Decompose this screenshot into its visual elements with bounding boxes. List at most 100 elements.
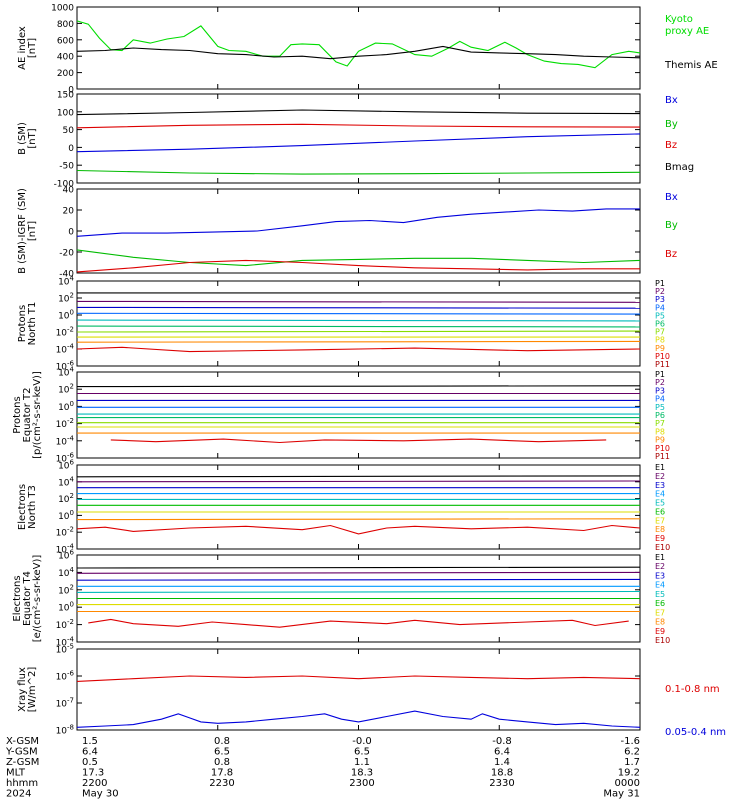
panel-1: 1000 800 600 400 200 0 AE index[nT] Kyotoproxy …	[17, 4, 718, 96]
y-tick-label: 40	[63, 186, 75, 196]
legend-item: By	[665, 220, 678, 231]
ephemeris-value: May 30	[82, 789, 119, 800]
series-line	[76, 340, 641, 343]
y-tick-label: 10-6	[56, 670, 75, 683]
legend-item: Bz	[665, 249, 677, 260]
y-axis-label: Xray flux[W/m^2]	[17, 667, 38, 713]
y-tick-label: 100	[58, 309, 74, 322]
ephemeris-value: 2300	[349, 778, 374, 789]
ephemeris-value: 0.8	[214, 757, 230, 768]
series-line	[76, 325, 641, 328]
ephemeris-value: 6.5	[354, 747, 370, 758]
panel-4: 104 102 100 10-2 10-4 10-6 ProtonsNorth T1 P1P2…	[17, 275, 670, 373]
legend-item: P5	[655, 311, 665, 320]
ephemeris-value: 18.8	[491, 768, 513, 779]
y-tick-label: 106	[58, 549, 74, 562]
legend-item: Bmag	[665, 162, 694, 173]
ephemeris-value: 19.2	[618, 768, 640, 779]
legend-item: E3	[655, 481, 665, 490]
legend-item: E6	[655, 507, 665, 516]
y-tick-label: 0	[68, 228, 74, 238]
y-tick-label: 10-2	[56, 326, 74, 339]
legend-item: P9	[655, 344, 665, 353]
legend-item: E1	[655, 553, 665, 562]
ephemeris-value: 6.5	[214, 747, 230, 758]
y-tick-label: 10-5	[56, 643, 74, 656]
ephemeris-table: X-GSMY-GSMZ-GSMMLThhmm20241.56.40.517.32…	[5, 736, 640, 800]
series-line	[76, 109, 641, 116]
y-tick-label: 104	[58, 275, 74, 288]
legend-item: P2	[655, 287, 665, 296]
panel-frame	[76, 93, 641, 184]
series-line	[76, 123, 641, 129]
y-tick-label: 100	[58, 400, 74, 413]
legend-item: P6	[655, 411, 665, 420]
y-tick-label: 104	[58, 475, 74, 488]
y-tick-label: -100	[54, 180, 75, 190]
series-line	[110, 438, 607, 444]
panel-frame	[76, 371, 641, 459]
series-line	[76, 480, 641, 483]
y-tick-label: 10-4	[56, 343, 75, 356]
legend-item: P8	[655, 336, 665, 345]
ephemeris-value: 1.7	[624, 757, 640, 768]
ephemeris-value: 1.5	[82, 736, 98, 747]
legend-item: E4	[655, 581, 665, 590]
series-line	[76, 20, 641, 69]
panel-8: 10-5 10-6 10-7 10-8 Xray flux[W/m^2] 0.1-0.8 …	[17, 643, 726, 739]
y-tick-label: 50	[63, 126, 75, 136]
legend-item: E5	[655, 499, 665, 508]
legend-item: E5	[655, 590, 665, 599]
ephemeris-value: 6.4	[494, 747, 510, 758]
legend-item: P3	[655, 295, 665, 304]
y-tick-label: 1000	[51, 4, 74, 14]
series-line	[76, 259, 640, 273]
series-line	[76, 590, 641, 593]
y-tick-label: 104	[58, 366, 74, 379]
legend-item: E2	[655, 472, 665, 481]
ephemeris-value: 0000	[615, 778, 640, 789]
legend-item: Kyoto	[665, 14, 693, 25]
series-line	[76, 249, 641, 267]
panel-frame	[76, 464, 641, 550]
legend-item: E10	[655, 636, 670, 645]
series-line	[76, 710, 641, 728]
legend-item: Themis AE	[664, 60, 718, 71]
y-tick-label: 10-7	[56, 697, 74, 710]
legend-item: E4	[655, 490, 665, 499]
y-tick-label: 400	[57, 53, 74, 63]
y-tick-label: -40	[59, 270, 74, 280]
y-axis-label: ProtonsNorth T1	[17, 302, 38, 346]
legend-item: P11	[655, 452, 670, 461]
ephemeris-row-label: Y-GSM	[5, 747, 38, 758]
y-tick-label: 150	[57, 91, 74, 101]
legend-item: E7	[655, 516, 665, 525]
ephemeris-value: -0.0	[352, 736, 372, 747]
ephemeris-row-label: hhmm	[6, 778, 38, 789]
ephemeris-value: 6.2	[624, 747, 640, 758]
y-tick-label: 10-2	[56, 618, 74, 631]
y-tick-label: 104	[58, 566, 74, 579]
y-tick-label: 106	[58, 459, 74, 472]
legend-item: P1	[655, 370, 665, 379]
y-tick-label: 20	[63, 207, 75, 217]
ephemeris-value: 1.1	[354, 757, 370, 768]
legend-item: P5	[655, 403, 665, 412]
ephemeris-value: 17.3	[82, 768, 104, 779]
legend-item: P10	[655, 352, 670, 361]
ephemeris-value: May 31	[603, 789, 640, 800]
y-tick-label: 102	[58, 292, 74, 305]
legend-item: P8	[655, 427, 665, 436]
series-line	[76, 518, 641, 521]
legend-item: P1	[655, 279, 665, 288]
legend-item: P7	[655, 419, 665, 428]
ephemeris-value: -1.6	[620, 736, 640, 747]
y-tick-label: 102	[58, 583, 74, 596]
legend-item: E1	[655, 463, 665, 472]
legend-item: P2	[655, 378, 665, 387]
ephemeris-value: 2330	[489, 778, 514, 789]
legend-item: E2	[655, 562, 665, 571]
series-line	[76, 45, 641, 60]
